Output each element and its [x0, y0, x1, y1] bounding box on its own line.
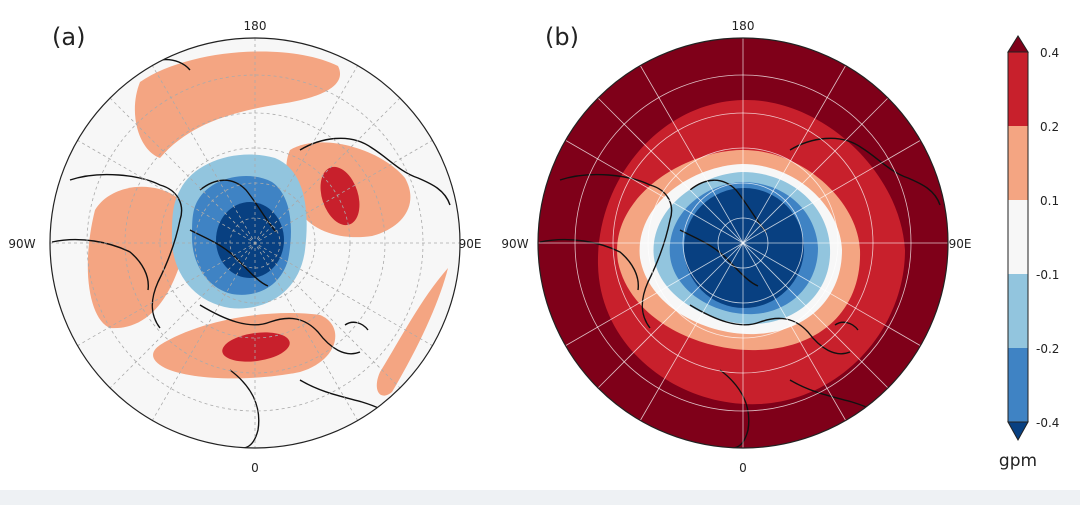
panel-a: (a): [8, 19, 481, 475]
colorbar-bin-neg-0.2-0.4: [1008, 348, 1028, 422]
polar-map-a: [50, 38, 460, 448]
ring-strong-negative: [684, 188, 804, 308]
colorbar-tick-2: 0.1: [1040, 194, 1059, 208]
lon-label-bottom-b: 0: [739, 461, 747, 475]
graticule-b: [538, 38, 948, 448]
panel-label-a: (a): [52, 23, 85, 51]
lon-label-top-a: 180: [244, 19, 267, 33]
colorbar-tick-4: -0.2: [1036, 342, 1059, 356]
colorbar-bin-0.1-0.2: [1008, 126, 1028, 200]
positive-anomalies-a: [87, 51, 448, 396]
bottom-strip: [0, 490, 1080, 505]
lon-label-left-b: 90W: [501, 237, 528, 251]
colorbar-tick-1: 0.2: [1040, 120, 1059, 134]
lon-label-right-a: 90E: [459, 237, 482, 251]
map-boundary-a: [49, 37, 461, 449]
colorbar-extend-bottom: [1007, 421, 1029, 442]
colorbar-tick-5: -0.4: [1036, 416, 1059, 430]
graticule-a: [50, 38, 460, 448]
lon-label-top-b: 180: [732, 19, 755, 33]
lon-label-bottom-a: 0: [251, 461, 259, 475]
anomaly-positive-east-edge: [376, 268, 448, 396]
colorbar-bin-neutral: [1008, 200, 1028, 274]
colorbar-tick-0: 0.4: [1040, 46, 1059, 60]
figure-canvas: (a): [8, 19, 1059, 475]
colorbar-tick-3: -0.1: [1036, 268, 1059, 282]
negative-anomalies-a: [172, 154, 307, 309]
anomaly-positive-pacific: [134, 51, 341, 158]
colorbar-extend-top: [1007, 35, 1029, 53]
polar-map-b: [538, 38, 948, 448]
colorbar-bin-neg-0.1-0.2: [1008, 274, 1028, 348]
panel-b: (b): [501, 19, 971, 475]
colorbar: 0.4 0.2 0.1 -0.1 -0.2 -0.4 gpm: [999, 35, 1059, 471]
figure: (a): [8, 19, 1060, 475]
colorbar-bin-0.2-0.4: [1008, 52, 1028, 126]
panel-label-b: (b): [545, 23, 579, 51]
lon-label-left-a: 90W: [8, 237, 35, 251]
colorbar-unit: gpm: [999, 451, 1037, 471]
map-boundary-b: [537, 37, 949, 449]
colorbar-frame: [1007, 51, 1029, 423]
anomaly-strong-europe: [222, 332, 290, 362]
anomaly-strong-asia: [320, 166, 360, 226]
lon-label-right-b: 90E: [949, 237, 972, 251]
